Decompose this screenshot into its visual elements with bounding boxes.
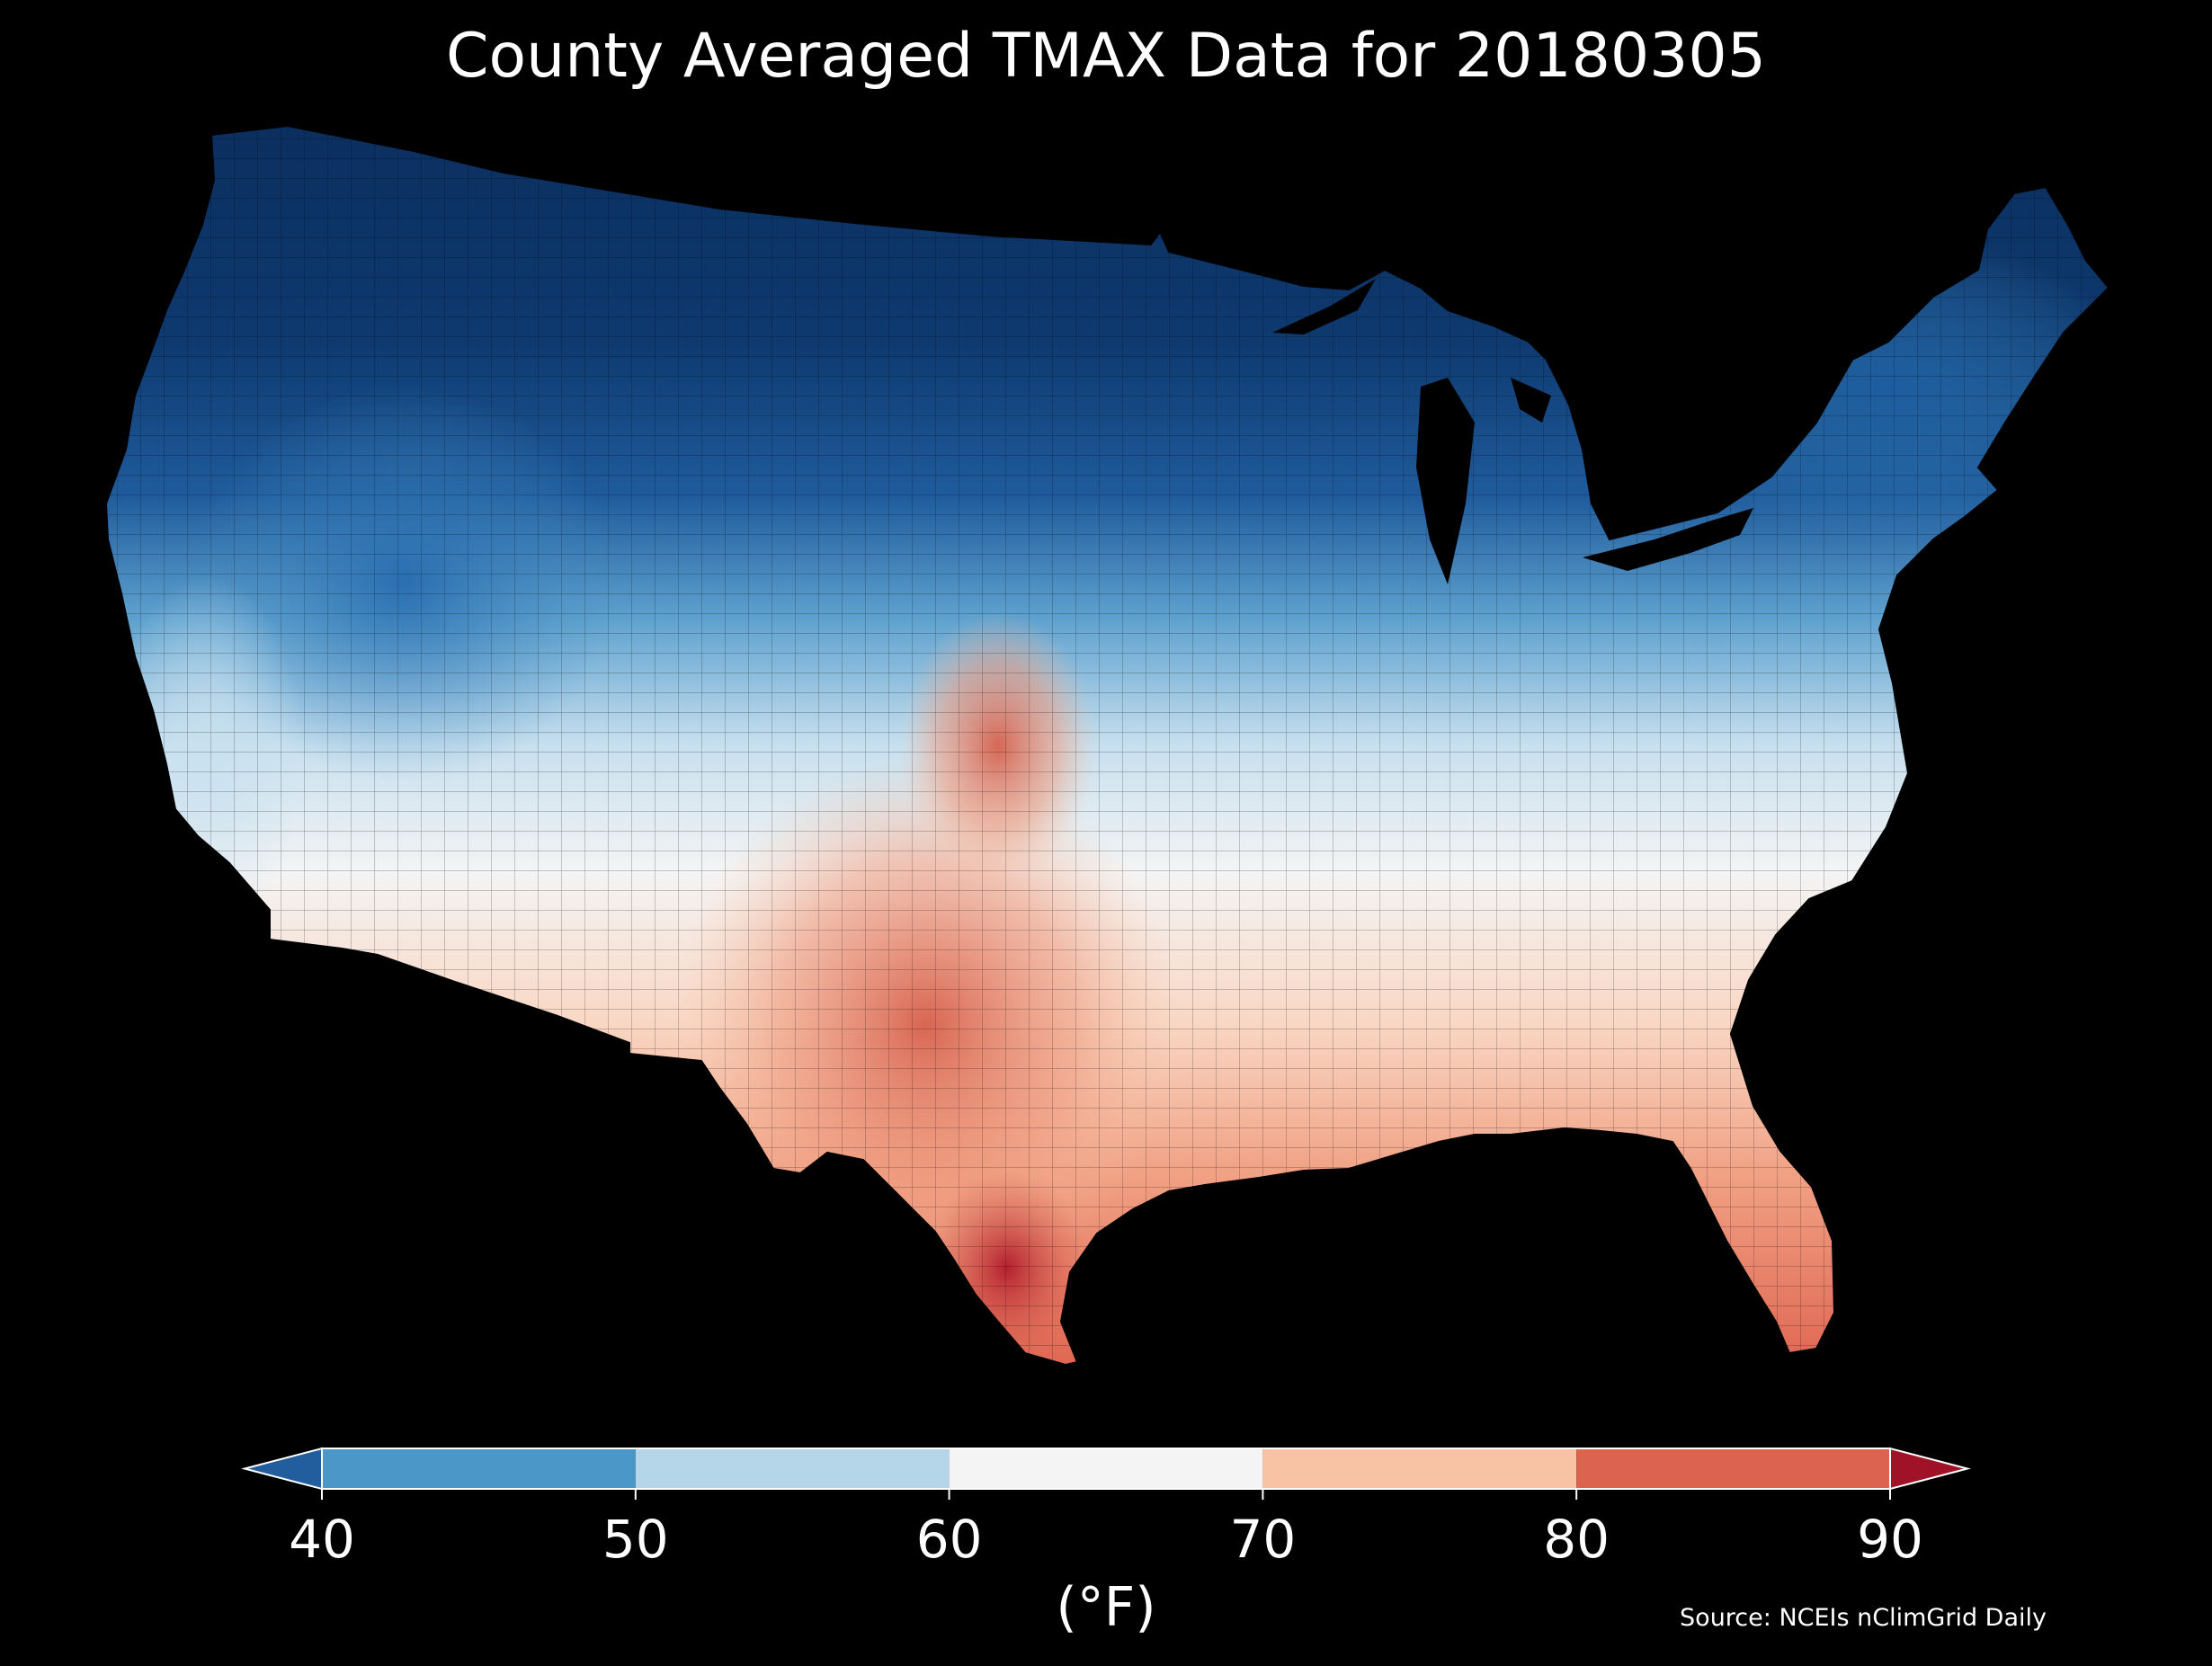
colorbar-tick-label: 60 [915,1509,983,1570]
colorbar-unit-label: (°F) [1056,1576,1156,1639]
colorbar-tick-label: 80 [1543,1509,1610,1570]
colorbar-frame [321,1448,1891,1490]
colorbar-tick-label: 40 [289,1509,355,1570]
conus-fill [106,126,2109,1365]
colorbar-extend-low [241,1447,323,1491]
colorbar-bin-0 [322,1448,636,1489]
conus-outline [104,124,2110,1367]
colorbar-bin-2 [949,1448,1263,1489]
colorbar-extend-high [1889,1447,1971,1491]
colorbar-bin-3 [1262,1448,1577,1489]
colorbar-bin-4 [1576,1448,1890,1489]
colorbar-tick-label: 70 [1229,1509,1297,1570]
colorbar-bin-1 [635,1448,950,1489]
source-credit: Source: NCEIs nClimGrid Daily [1680,1604,2047,1632]
colorbar-tick-label: 90 [1857,1509,1923,1570]
colorbar [241,1447,1971,1500]
map-title: County Averaged TMAX Data for 20180305 [446,21,1766,92]
colorbar-tick-label: 50 [602,1509,669,1570]
